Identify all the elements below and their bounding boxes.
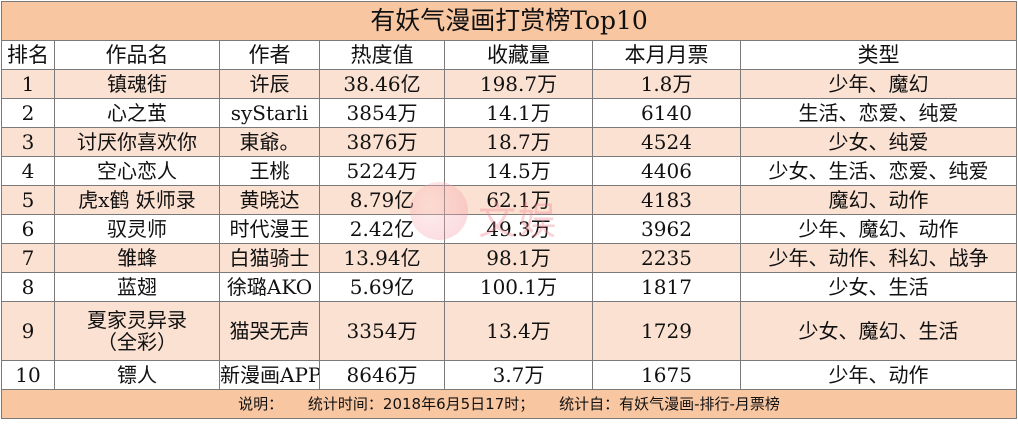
cell-favorites: 198.7万	[444, 69, 593, 99]
cell-monthly-tickets: 4183	[592, 185, 741, 215]
table-title: 有妖气漫画打赏榜Top10	[0, 1, 1018, 41]
header-popularity: 热度值	[319, 40, 445, 70]
cell-favorites: 49.3万	[444, 214, 593, 244]
cell-rank: 10	[1, 360, 55, 390]
cell-rank: 1	[1, 69, 55, 99]
footnote: 说明： 统计时间：2018年6月5日17时； 统计自：有妖气漫画-排行-月票榜	[0, 389, 1018, 419]
cell-rank: 2	[1, 98, 55, 128]
cell-rank: 3	[1, 127, 55, 157]
cell-popularity: 5224万	[319, 156, 445, 186]
cell-title: 虎x鹤 妖师录	[54, 185, 220, 215]
cell-monthly-tickets: 1675	[592, 360, 741, 390]
cell-author: 王桃	[219, 156, 320, 186]
cell-author: 黄晓达	[219, 185, 320, 215]
cell-author: 猫哭无声	[219, 301, 320, 361]
cell-popularity: 3854万	[319, 98, 445, 128]
table-row: 1 镇魂街 许辰 38.46亿 198.7万 1.8万 少年、魔幻	[1, 69, 1018, 99]
cell-author: 徐璐AKO	[219, 272, 320, 302]
footnote-label: 说明：	[238, 395, 284, 413]
cell-title: 镖人	[54, 360, 220, 390]
cell-favorites: 18.7万	[444, 127, 593, 157]
cell-monthly-tickets: 6140	[592, 98, 741, 128]
cell-author: 新漫画APP	[219, 360, 320, 390]
cell-popularity: 8646万	[319, 360, 445, 390]
cell-genre: 少女、魔幻、生活	[739, 301, 1018, 361]
cell-favorites: 3.7万	[444, 360, 593, 390]
cell-title: 讨厌你喜欢你	[54, 127, 220, 157]
table-row: 8 蓝翅 徐璐AKO 5.69亿 100.1万 1817 少女、生活	[1, 272, 1018, 302]
cell-title: 驭灵师	[54, 214, 220, 244]
header-rank: 排名	[1, 40, 55, 70]
cell-title: 雏蜂	[54, 243, 220, 273]
cell-favorites: 100.1万	[444, 272, 593, 302]
cell-monthly-tickets: 2235	[592, 243, 741, 273]
cell-monthly-tickets: 1.8万	[592, 69, 741, 99]
cell-title: 蓝翅	[54, 272, 220, 302]
cell-popularity: 3876万	[319, 127, 445, 157]
cell-title-main: 夏家灵异录	[87, 308, 187, 332]
cell-monthly-tickets: 4524	[592, 127, 741, 157]
cell-monthly-tickets: 3962	[592, 214, 741, 244]
ranking-table: 有妖气漫画打赏榜Top10 排名 作品名 作者 热度值 收藏量 本月月票 类型 …	[0, 1, 1018, 419]
cell-rank: 4	[1, 156, 55, 186]
footnote-source: 统计自：有妖气漫画-排行-月票榜	[559, 395, 780, 413]
cell-rank: 9	[1, 301, 55, 361]
header-author: 作者	[219, 40, 320, 70]
cell-genre: 少女、生活	[739, 272, 1018, 302]
table-row: 9 夏家灵异录 （全彩） 猫哭无声 3354万 13.4万 1729 少女、魔幻…	[1, 301, 1018, 361]
cell-favorites: 13.4万	[444, 301, 593, 361]
table-row: 6 驭灵师 时代漫王 2.42亿 49.3万 3962 少年、魔幻、动作	[1, 214, 1018, 244]
footnote-time: 统计时间：2018年6月5日17时；	[307, 395, 535, 413]
table-row: 4 空心恋人 王桃 5224万 14.5万 4406 少女、生活、恋爱、纯爱	[1, 156, 1018, 186]
cell-author: syStarli	[219, 98, 320, 128]
cell-favorites: 62.1万	[444, 185, 593, 215]
cell-title-subtitle: （全彩）	[97, 330, 177, 354]
table-row: 3 讨厌你喜欢你 東爺。 3876万 18.7万 4524 少女、纯爱	[1, 127, 1018, 157]
cell-rank: 5	[1, 185, 55, 215]
cell-title: 空心恋人	[54, 156, 220, 186]
cell-rank: 6	[1, 214, 55, 244]
header-row: 排名 作品名 作者 热度值 收藏量 本月月票 类型	[1, 40, 1018, 70]
cell-favorites: 14.5万	[444, 156, 593, 186]
cell-popularity: 13.94亿	[319, 243, 445, 273]
cell-popularity: 38.46亿	[319, 69, 445, 99]
cell-favorites: 14.1万	[444, 98, 593, 128]
cell-favorites: 98.1万	[444, 243, 593, 273]
table-row: 7 雏蜂 白猫骑士 13.94亿 98.1万 2235 少年、动作、科幻、战争	[1, 243, 1018, 273]
cell-title: 心之茧	[54, 98, 220, 128]
table-row: 10 镖人 新漫画APP 8646万 3.7万 1675 少年、动作	[1, 360, 1018, 390]
cell-author: 许辰	[219, 69, 320, 99]
cell-monthly-tickets: 1817	[592, 272, 741, 302]
cell-monthly-tickets: 4406	[592, 156, 741, 186]
cell-popularity: 5.69亿	[319, 272, 445, 302]
header-monthly-tickets: 本月月票	[592, 40, 741, 70]
table-row: 2 心之茧 syStarli 3854万 14.1万 6140 生活、恋爱、纯爱	[1, 98, 1018, 128]
cell-genre: 少女、纯爱	[739, 127, 1018, 157]
cell-genre: 魔幻、动作	[739, 185, 1018, 215]
cell-genre: 生活、恋爱、纯爱	[739, 98, 1018, 128]
table-row: 5 虎x鹤 妖师录 黄晓达 8.79亿 62.1万 4183 魔幻、动作	[1, 185, 1018, 215]
cell-monthly-tickets: 1729	[592, 301, 741, 361]
cell-popularity: 8.79亿	[319, 185, 445, 215]
cell-genre: 少年、魔幻、动作	[739, 214, 1018, 244]
cell-genre: 少年、动作	[739, 360, 1018, 390]
cell-genre: 少年、动作、科幻、战争	[739, 243, 1018, 273]
header-title: 作品名	[54, 40, 220, 70]
header-genre: 类型	[739, 40, 1018, 70]
cell-author: 时代漫王	[219, 214, 320, 244]
cell-popularity: 3354万	[319, 301, 445, 361]
header-favorites: 收藏量	[444, 40, 593, 70]
cell-popularity: 2.42亿	[319, 214, 445, 244]
cell-title: 夏家灵异录 （全彩）	[54, 301, 220, 361]
cell-author: 東爺。	[219, 127, 320, 157]
cell-rank: 8	[1, 272, 55, 302]
cell-title: 镇魂街	[54, 69, 220, 99]
cell-genre: 少女、生活、恋爱、纯爱	[739, 156, 1018, 186]
cell-genre: 少年、魔幻	[739, 69, 1018, 99]
cell-author: 白猫骑士	[219, 243, 320, 273]
cell-rank: 7	[1, 243, 55, 273]
